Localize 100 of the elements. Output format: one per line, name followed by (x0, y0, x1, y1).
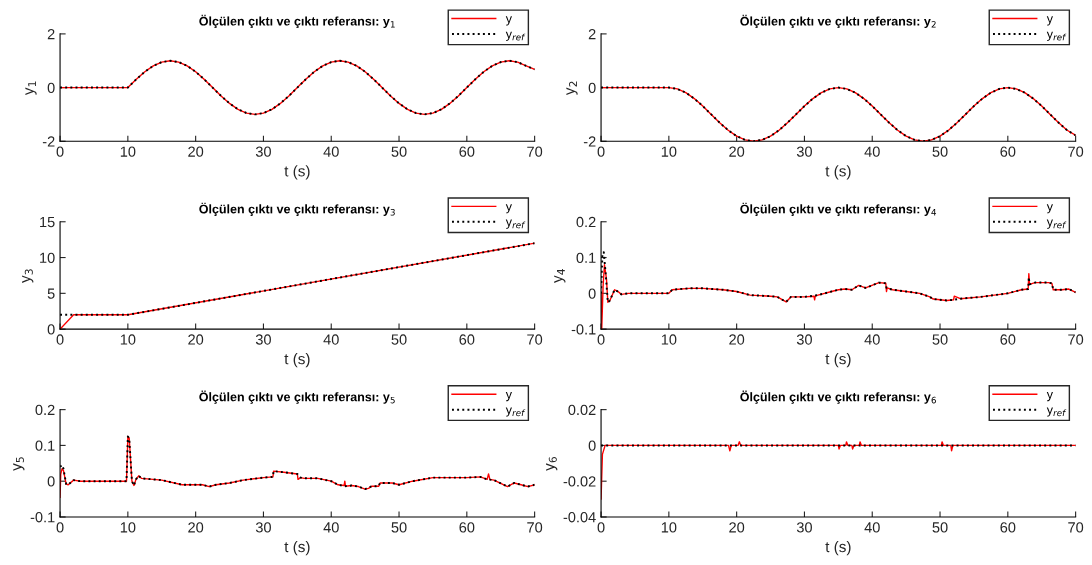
x-tick-label: 70 (527, 522, 543, 533)
legend-label: y (1046, 392, 1053, 402)
x-tick-label: 50 (932, 334, 948, 345)
x-axis-title: t (s) (284, 540, 310, 556)
y-tick-label: -0.1 (571, 324, 596, 335)
x-tick-label: 0 (597, 334, 605, 345)
y-tick-label: 10 (40, 252, 55, 263)
x-tick-label: 60 (459, 334, 475, 345)
legend-label: y (505, 392, 512, 402)
x-tick-label: 20 (188, 146, 204, 157)
y-tick-label: 2 (588, 29, 596, 40)
x-axis-title: t (s) (284, 353, 310, 368)
x-tick-label: 50 (932, 146, 948, 157)
x-tick-label: 20 (729, 334, 745, 345)
x-tick-label: 30 (255, 334, 271, 345)
x-tick-label: 60 (459, 146, 475, 157)
x-tick-label: 60 (1000, 146, 1016, 157)
x-tick-label: 0 (56, 146, 64, 157)
chart-title: Ölçülen çıktı ve çıktı referansı: y$_{1}$ (199, 14, 395, 29)
x-tick-label: 70 (1068, 334, 1084, 345)
y-tick-label: -2 (583, 136, 596, 147)
x-tick-label: 60 (459, 522, 475, 533)
y-tick-label: 0 (588, 288, 596, 299)
legend-label: y$_{ref}$ (1046, 407, 1067, 417)
x-tick-label: 70 (527, 334, 543, 345)
x-tick-label: 30 (796, 334, 812, 345)
y-tick-label: 0 (47, 324, 55, 335)
legend-label: y$_{ref}$ (505, 31, 526, 41)
x-tick-label: 20 (188, 334, 204, 345)
x-axis-title: t (s) (825, 165, 851, 180)
y-axis-title: y$_{1}$ (25, 81, 37, 96)
x-tick-label: 70 (527, 146, 543, 157)
y-tick-label: -2 (42, 136, 55, 147)
y-tick-label: 0.1 (576, 252, 596, 263)
x-tick-label: 40 (323, 146, 339, 157)
y-axis-title: y$_{3}$ (22, 269, 34, 283)
y-axis-title: y$_{2}$ (566, 81, 578, 96)
y-tick-label: -0.04 (563, 512, 596, 523)
x-tick-label: 20 (188, 522, 204, 533)
legend-label: y (1046, 204, 1053, 214)
x-tick-label: 20 (729, 522, 745, 533)
x-tick-label: 50 (391, 146, 407, 157)
x-tick-label: 70 (1068, 146, 1084, 157)
y-tick-label: 0 (588, 82, 596, 93)
x-tick-label: 0 (597, 146, 605, 157)
x-tick-label: 60 (1000, 334, 1016, 345)
x-tick-label: 40 (323, 334, 339, 345)
x-tick-label: 50 (932, 522, 948, 533)
x-tick-label: 60 (1000, 522, 1016, 533)
legend-label: y$_{ref}$ (1046, 31, 1067, 41)
y-tick-label: 0.2 (576, 216, 596, 228)
y-tick-label: 0 (588, 440, 596, 451)
y-tick-label: 5 (47, 288, 55, 299)
x-axis-title: t (s) (284, 165, 310, 180)
x-tick-label: 0 (597, 522, 605, 533)
legend-label: y (1046, 16, 1053, 26)
x-tick-label: 40 (323, 522, 339, 533)
x-tick-label: 10 (661, 146, 677, 157)
x-tick-label: 10 (120, 334, 136, 345)
y-tick-label: 15 (40, 217, 55, 228)
y-axis-title: y$_{4}$ (554, 269, 566, 283)
legend-label: y$_{ref}$ (1046, 219, 1067, 229)
y-tick-label: -0.1 (30, 512, 55, 523)
x-tick-label: 40 (864, 522, 880, 533)
y-tick-label: 0 (47, 82, 55, 93)
y-tick-label: 2 (47, 29, 55, 40)
y-tick-label: 0.2 (35, 404, 55, 416)
y-axis-title: y$_{5}$ (13, 457, 25, 471)
x-tick-label: 30 (796, 522, 812, 533)
chart-title: Ölçülen çıktı ve çıktı referansı: y$_{4}$ (740, 202, 937, 216)
x-tick-label: 70 (1068, 522, 1084, 533)
x-tick-label: 10 (120, 522, 136, 533)
x-tick-label: 30 (255, 522, 271, 533)
x-axis-title: t (s) (825, 540, 851, 556)
y-tick-label: 0 (47, 476, 55, 487)
y-tick-label: -0.02 (563, 476, 596, 487)
y-tick-label: 0.02 (568, 404, 596, 416)
y-axis-title: y$_{6}$ (546, 456, 558, 471)
x-tick-label: 0 (56, 522, 64, 533)
x-tick-label: 10 (661, 334, 677, 345)
x-tick-label: 30 (255, 146, 271, 157)
legend-label: y (505, 16, 512, 26)
chart-title: Ölçülen çıktı ve çıktı referansı: y$_{2}$ (740, 14, 936, 29)
x-tick-label: 40 (864, 146, 880, 157)
legend-label: y (505, 204, 512, 214)
x-tick-label: 50 (391, 334, 407, 345)
legend-label: y$_{ref}$ (505, 219, 526, 229)
x-tick-label: 40 (864, 334, 880, 345)
x-tick-label: 50 (391, 522, 407, 533)
x-axis-title: t (s) (825, 353, 851, 368)
x-tick-label: 10 (661, 522, 677, 533)
chart-title: Ölçülen çıktı ve çıktı referansı: y$_{5}$ (199, 390, 395, 404)
chart-title: Ölçülen çıktı ve çıktı referansı: y$_{6}$ (740, 390, 936, 404)
x-tick-label: 10 (120, 146, 136, 157)
x-tick-label: 30 (796, 146, 812, 157)
x-tick-label: 0 (56, 334, 64, 345)
chart-title: Ölçülen çıktı ve çıktı referansı: y$_{3}$ (199, 202, 395, 216)
legend-label: y$_{ref}$ (505, 407, 526, 417)
y-tick-label: 0.1 (35, 440, 55, 451)
x-tick-label: 20 (729, 146, 745, 157)
